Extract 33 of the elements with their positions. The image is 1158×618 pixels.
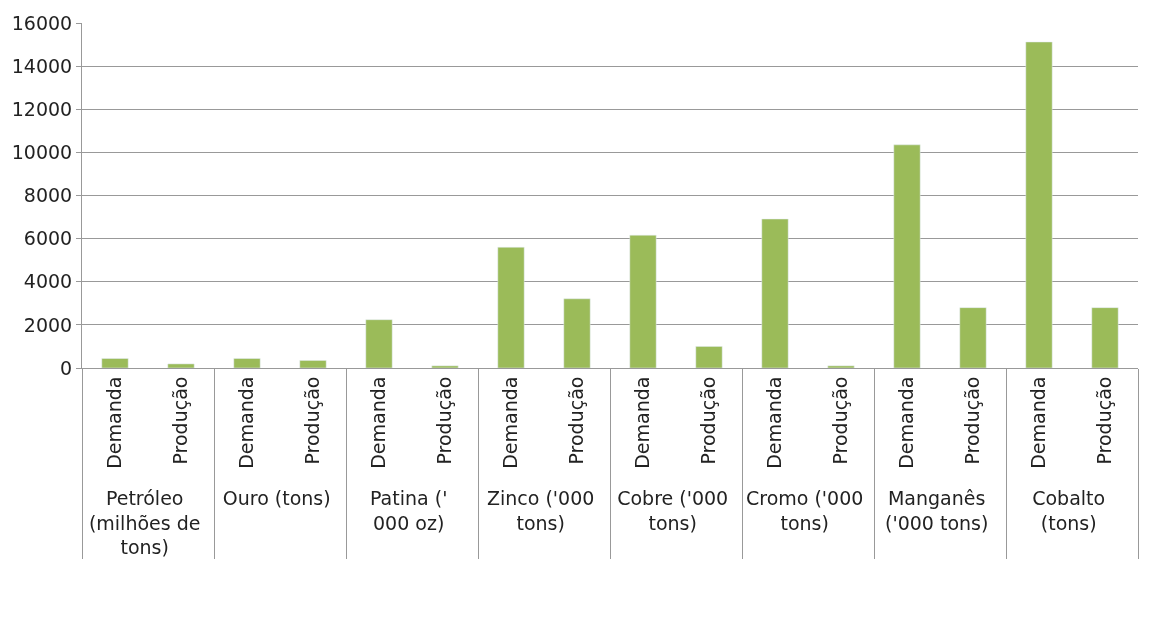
text: Produção (697, 376, 720, 465)
x-tick-label: Cobalto (tons) (1032, 487, 1106, 534)
text: Demanda (103, 376, 126, 469)
y-tick-label: 4000 (23, 270, 73, 293)
x-tick-label: Patina (' 000 oz) (370, 487, 448, 534)
y-tick-label: 16000 (11, 11, 73, 34)
x-tick-label: Cobre ('000 tons) (617, 487, 729, 534)
text: Produção (961, 376, 984, 465)
y-tick-label: 12000 (11, 97, 73, 120)
y-tick-label: 6000 (23, 227, 73, 250)
x-tick-label: Zinco ('000 tons) (487, 487, 595, 534)
x-tick-label: Petróleo (milhões de tons) (88, 487, 201, 559)
text: Demanda (763, 376, 786, 469)
text: Demanda (895, 376, 918, 469)
x-tick-label: Cromo ('000 tons) (746, 487, 864, 534)
y-tick-label: 8000 (23, 184, 73, 207)
text: Produção (301, 376, 324, 465)
text: Demanda (235, 376, 258, 469)
text: Produção (829, 376, 852, 465)
y-tick-label: 0 (60, 356, 73, 379)
x-tick-label: Ouro (tons) (222, 487, 331, 510)
y-tick-label: 2000 (23, 313, 73, 336)
text: Demanda (631, 376, 654, 469)
x-tick-label: Manganês ('000 tons) (884, 487, 989, 534)
text: Demanda (499, 376, 522, 469)
text: Demanda (1027, 376, 1050, 469)
text: Produção (169, 376, 192, 465)
text: Produção (1093, 376, 1116, 465)
y-tick-label: 14000 (11, 54, 73, 77)
text: Produção (433, 376, 456, 465)
text: Produção (565, 376, 588, 465)
text: Demanda (367, 376, 390, 469)
y-tick-label: 10000 (11, 141, 73, 164)
